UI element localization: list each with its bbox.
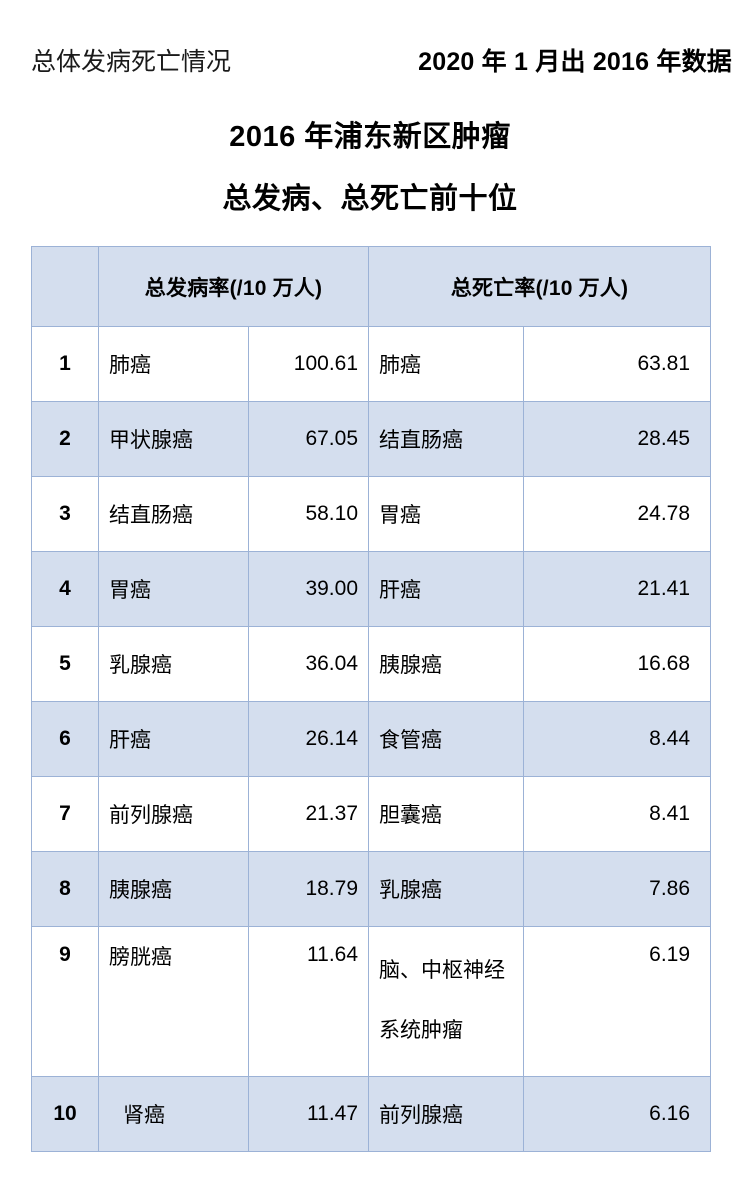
cell-incidence-site: 甲状腺癌 <box>98 401 249 477</box>
cell-mortality-site: 前列腺癌 <box>368 1076 525 1152</box>
ranking-table-container: 总发病率(/10 万人) 总死亡率(/10 万人) 1 肺癌 100.61 肺癌… <box>31 246 712 1152</box>
cell-mortality-value: 6.16 <box>523 1076 712 1152</box>
cell-incidence-site: 结直肠癌 <box>98 476 249 552</box>
table-row: 9 膀胱癌 11.64 脑、中枢神经 系统肿瘤 6.19 <box>31 926 712 1077</box>
table-row: 10 肾癌 11.47 前列腺癌 6.16 <box>31 1076 712 1152</box>
table-header-row: 总发病率(/10 万人) 总死亡率(/10 万人) <box>31 246 712 327</box>
page-title-line-2: 总发病、总死亡前十位 <box>222 183 518 215</box>
cell-mortality-site: 食管癌 <box>368 701 525 777</box>
cell-mortality-site-line-2: 系统肿瘤 <box>379 1019 464 1042</box>
cell-mortality-site: 肝癌 <box>368 551 525 627</box>
cell-incidence-value: 11.64 <box>247 926 370 1077</box>
cell-rank: 5 <box>31 626 99 702</box>
cell-rank: 7 <box>31 776 99 852</box>
cell-incidence-site: 肺癌 <box>98 326 249 402</box>
cell-incidence-site: 肝癌 <box>98 701 249 777</box>
cell-rank: 8 <box>31 851 99 927</box>
cell-mortality-value: 28.45 <box>523 401 712 477</box>
cell-rank: 10 <box>31 1076 99 1152</box>
cell-mortality-value: 8.44 <box>523 701 712 777</box>
table-row: 1 肺癌 100.61 肺癌 63.81 <box>31 326 712 402</box>
cell-mortality-value: 8.41 <box>523 776 712 852</box>
cell-incidence-value: 39.00 <box>247 551 370 627</box>
cell-incidence-site: 肾癌 <box>98 1076 249 1152</box>
header-incidence-rate: 总发病率(/10 万人) <box>97 246 370 327</box>
cell-mortality-value: 16.68 <box>523 626 712 702</box>
cell-mortality-site: 胃癌 <box>368 476 525 552</box>
cell-incidence-site: 胰腺癌 <box>98 851 249 927</box>
cell-incidence-value: 11.47 <box>247 1076 370 1152</box>
table-row: 7 前列腺癌 21.37 胆囊癌 8.41 <box>31 776 712 852</box>
cell-rank: 3 <box>31 476 99 552</box>
table-body: 1 肺癌 100.61 肺癌 63.81 2 甲状腺癌 67.05 结直肠癌 2… <box>31 326 712 1152</box>
cell-incidence-value: 18.79 <box>247 851 370 927</box>
cell-mortality-value: 63.81 <box>523 326 712 402</box>
cell-mortality-site: 结直肠癌 <box>368 401 525 477</box>
cell-mortality-value: 6.19 <box>523 926 712 1077</box>
cell-mortality-value: 21.41 <box>523 551 712 627</box>
data-release-stamp: 2020 年 1 月出 2016 年数据 <box>418 48 732 76</box>
slide-header-bar: 总体发病死亡情况 2020 年 1 月出 2016 年数据 <box>0 42 740 82</box>
table-row: 8 胰腺癌 18.79 乳腺癌 7.86 <box>31 851 712 927</box>
cell-incidence-site: 乳腺癌 <box>98 626 249 702</box>
table-head: 总发病率(/10 万人) 总死亡率(/10 万人) <box>31 246 712 327</box>
cell-rank: 2 <box>31 401 99 477</box>
cell-incidence-value: 21.37 <box>247 776 370 852</box>
cell-mortality-site: 乳腺癌 <box>368 851 525 927</box>
cancer-ranking-table: 总发病率(/10 万人) 总死亡率(/10 万人) 1 肺癌 100.61 肺癌… <box>31 246 712 1152</box>
cell-incidence-value: 100.61 <box>247 326 370 402</box>
header-rank-corner <box>31 246 99 327</box>
cell-incidence-site: 前列腺癌 <box>98 776 249 852</box>
cell-mortality-site-line-1: 脑、中枢神经 <box>379 959 506 982</box>
cell-mortality-value: 24.78 <box>523 476 712 552</box>
cell-mortality-site: 肺癌 <box>368 326 525 402</box>
slide-kicker-label: 总体发病死亡情况 <box>31 48 232 76</box>
cell-incidence-site: 膀胱癌 <box>98 926 249 1077</box>
cell-rank: 9 <box>31 926 99 1077</box>
page-title: 2016 年浦东新区肿瘤 总发病、总死亡前十位 <box>0 106 740 230</box>
cell-mortality-value: 7.86 <box>523 851 712 927</box>
cell-incidence-value: 26.14 <box>247 701 370 777</box>
header-mortality-rate: 总死亡率(/10 万人) <box>368 246 712 327</box>
table-row: 5 乳腺癌 36.04 胰腺癌 16.68 <box>31 626 712 702</box>
cell-incidence-value: 58.10 <box>247 476 370 552</box>
cell-mortality-site: 胆囊癌 <box>368 776 525 852</box>
table-row: 2 甲状腺癌 67.05 结直肠癌 28.45 <box>31 401 712 477</box>
table-row: 4 胃癌 39.00 肝癌 21.41 <box>31 551 712 627</box>
cell-incidence-site: 胃癌 <box>98 551 249 627</box>
cell-mortality-site: 脑、中枢神经 系统肿瘤 <box>368 926 525 1077</box>
cell-incidence-value: 67.05 <box>247 401 370 477</box>
cell-mortality-site: 胰腺癌 <box>368 626 525 702</box>
table-row: 3 结直肠癌 58.10 胃癌 24.78 <box>31 476 712 552</box>
cell-rank: 6 <box>31 701 99 777</box>
cell-incidence-value: 36.04 <box>247 626 370 702</box>
table-row: 6 肝癌 26.14 食管癌 8.44 <box>31 701 712 777</box>
cell-rank: 1 <box>31 326 99 402</box>
page-title-line-1: 2016 年浦东新区肿瘤 <box>229 121 511 153</box>
cell-rank: 4 <box>31 551 99 627</box>
